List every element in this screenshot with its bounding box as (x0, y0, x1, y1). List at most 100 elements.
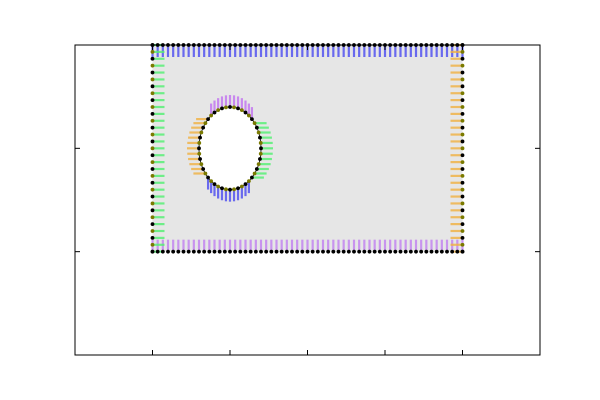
boundary-node (254, 167, 259, 171)
boundary-node (455, 249, 460, 254)
boundary-node (460, 146, 465, 151)
boundary-node (216, 184, 221, 189)
boundary-node (150, 235, 155, 240)
boundary-node (367, 249, 372, 254)
boundary-node (393, 249, 398, 254)
boundary-node (258, 135, 262, 140)
boundary-node (150, 91, 155, 96)
boundary-node (191, 249, 196, 254)
boundary-node (246, 113, 251, 118)
boundary-node (150, 167, 155, 171)
boundary-node (460, 222, 465, 227)
boundary-node (388, 249, 393, 254)
boundary-node (176, 249, 181, 254)
boundary-node (216, 108, 221, 113)
boundary-node (460, 111, 465, 116)
boundary-node (331, 249, 336, 254)
boundary-node (300, 249, 305, 254)
boundary-node (201, 167, 206, 171)
boundary-node (408, 249, 413, 254)
boundary-node (160, 249, 165, 254)
boundary-node (259, 146, 263, 151)
boundary-node (150, 201, 155, 206)
boundary-node (209, 113, 214, 118)
boundary-node (460, 132, 465, 137)
boundary-node (256, 162, 261, 167)
boundary-node (429, 249, 434, 254)
boundary-node (439, 249, 444, 254)
boundary-node (460, 242, 465, 247)
boundary-node (228, 249, 232, 254)
boundary-node (460, 77, 465, 82)
boundary-node (460, 105, 465, 109)
boundary-node (243, 249, 248, 254)
boundary-node (460, 98, 465, 103)
boundary-node (310, 249, 315, 254)
boundary-node (212, 182, 217, 187)
boundary-node (220, 186, 224, 191)
boundary-node (150, 187, 155, 192)
boundary-node (217, 249, 222, 254)
boundary-node (460, 201, 465, 206)
boundary-node (150, 49, 155, 54)
boundary-node (224, 105, 228, 110)
boundary-node (222, 249, 227, 254)
boundary-node (460, 187, 465, 192)
boundary-node (269, 249, 274, 254)
boundary-node (274, 249, 279, 254)
boundary-node (197, 151, 202, 156)
boundary-node (372, 249, 377, 254)
boundary-node (150, 70, 155, 75)
boundary-node (202, 249, 207, 254)
boundary-node (326, 249, 331, 254)
boundary-node (150, 77, 155, 82)
boundary-node (243, 110, 248, 115)
boundary-node (305, 249, 310, 254)
boundary-node (150, 249, 155, 254)
boundary-node (181, 249, 186, 254)
boundary-node (460, 84, 465, 89)
boundary-node (246, 179, 251, 184)
boundary-node (252, 121, 257, 126)
boundary-node (203, 121, 208, 126)
boundary-node (460, 167, 465, 171)
boundary-node (460, 118, 465, 123)
boundary-node (460, 49, 465, 54)
boundary-node (150, 63, 155, 68)
boundary-node (150, 118, 155, 123)
boundary-node (460, 173, 465, 178)
boundary-node (264, 249, 269, 254)
boundary-node (150, 222, 155, 227)
boundary-node (460, 249, 465, 254)
boundary-node (295, 249, 300, 254)
boundary-node (150, 180, 155, 185)
boundary-node (150, 194, 155, 199)
plot-area (74, 43, 541, 356)
boundary-node (383, 249, 387, 254)
boundary-node (460, 70, 465, 75)
boundary-node (321, 249, 325, 254)
boundary-node (150, 146, 155, 151)
boundary-node (346, 249, 351, 254)
boundary-node (279, 249, 284, 254)
boundary-node (207, 249, 212, 254)
boundary-node (252, 171, 257, 176)
boundary-node (434, 249, 439, 254)
boundary-node (206, 117, 210, 122)
boundary-node (197, 249, 201, 254)
boundary-node (398, 249, 403, 254)
boundary-node (228, 105, 232, 109)
boundary-node (419, 249, 424, 254)
boundary-node (150, 215, 155, 220)
boundary-node (460, 208, 465, 213)
boundary-node (238, 249, 243, 254)
boundary-node (258, 157, 262, 161)
boundary-node (236, 186, 240, 191)
boundary-node (220, 106, 224, 111)
boundary-node (150, 242, 155, 247)
boundary-node (424, 249, 429, 254)
boundary-node (209, 179, 214, 184)
boundary-node (290, 249, 294, 254)
boundary-node (243, 182, 248, 187)
boundary-node (150, 173, 155, 178)
